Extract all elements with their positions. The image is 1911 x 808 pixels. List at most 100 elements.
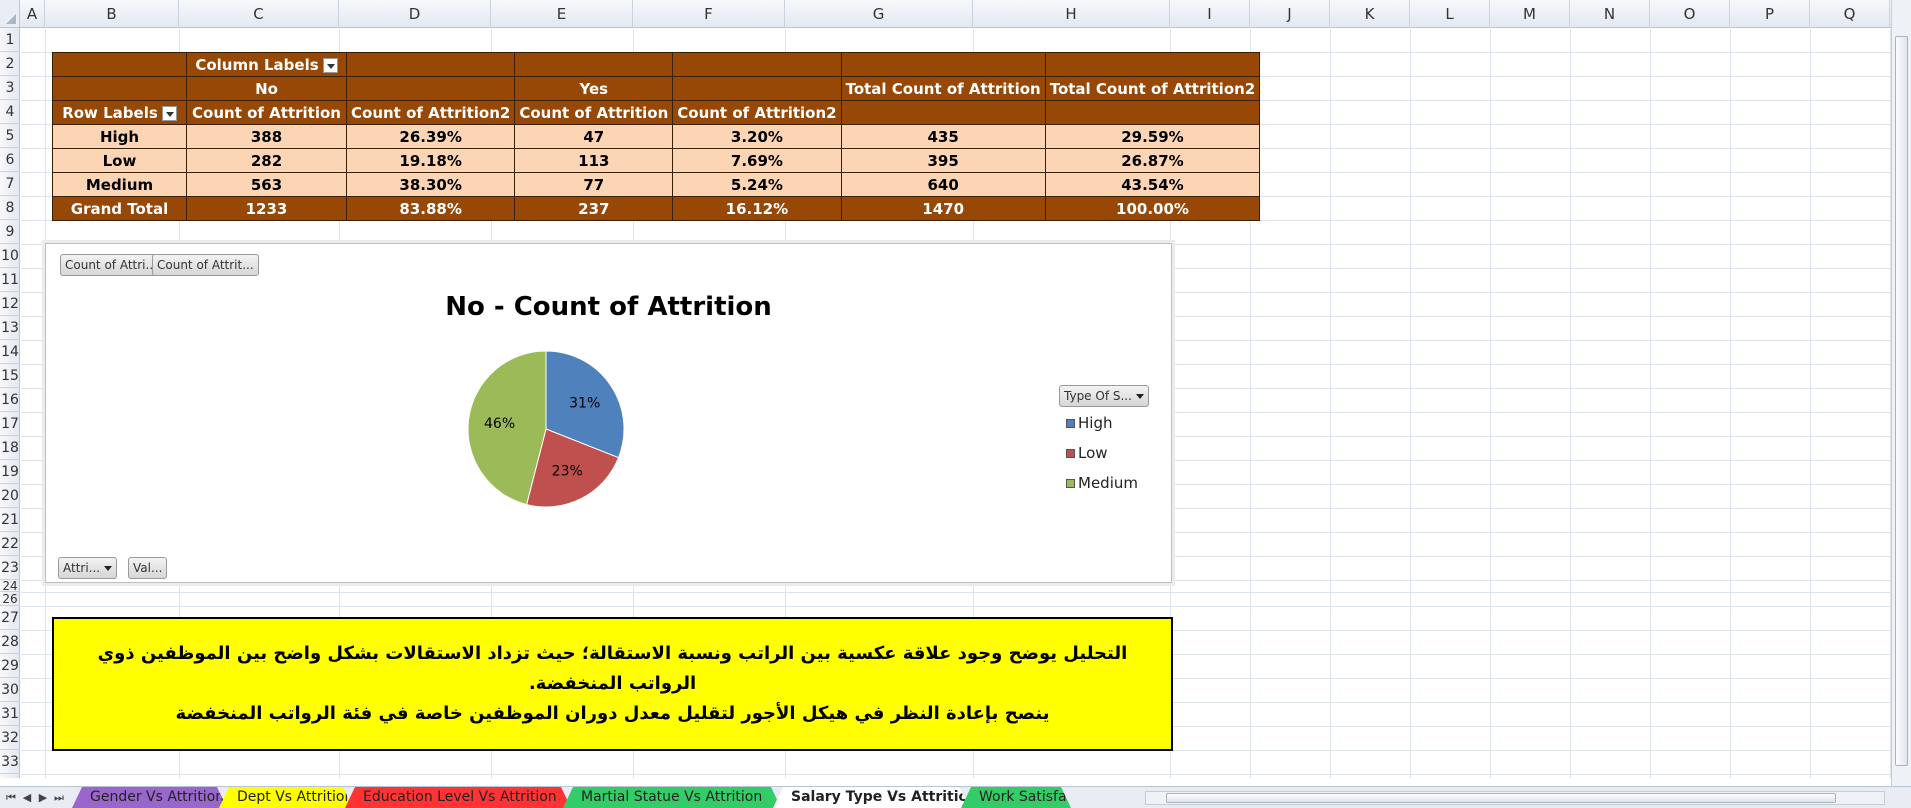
row-labels-header[interactable]: Row Labels	[52, 100, 187, 125]
total-count2-header[interactable]: Total Count of Attrition2	[1044, 76, 1261, 101]
row-header-22[interactable]: 22	[0, 532, 20, 556]
column-header-j[interactable]: J	[1250, 0, 1330, 28]
select-all-corner[interactable]	[0, 0, 20, 28]
column-header-k[interactable]: K	[1330, 0, 1410, 28]
cell-value[interactable]: 43.54%	[1044, 172, 1261, 197]
cell-value[interactable]: 113	[514, 148, 674, 173]
column-header-n[interactable]: N	[1570, 0, 1650, 28]
no-count2-header[interactable]: Count of Attrition2	[345, 100, 516, 125]
value-field-button-1[interactable]: Count of Attri...	[60, 254, 162, 276]
cell-value[interactable]: 1233	[186, 196, 347, 221]
cell-value[interactable]: 282	[186, 148, 347, 173]
row-header-7[interactable]: 7	[0, 172, 20, 196]
row-header-18[interactable]: 18	[0, 436, 20, 460]
grand-total-label[interactable]: Grand Total	[52, 196, 187, 221]
column-header-q[interactable]: Q	[1810, 0, 1890, 28]
row-header-17[interactable]: 17	[0, 412, 20, 436]
cell-value[interactable]: 38.30%	[345, 172, 516, 197]
row-header-15[interactable]: 15	[0, 364, 20, 388]
column-labels-filter-icon[interactable]	[322, 57, 338, 73]
sheet-tab[interactable]: Gender Vs Attrition	[72, 787, 227, 808]
column-header-e[interactable]: E	[491, 0, 633, 28]
cell-value[interactable]: 237	[514, 196, 674, 221]
pivot-grand-total-row[interactable]: Grand Total 1233 83.88% 237 16.12% 1470 …	[52, 196, 1261, 221]
sheet-tab[interactable]: Martial Statue Vs Attrition	[563, 787, 781, 808]
cell-value[interactable]: 7.69%	[672, 148, 842, 173]
no-group-header[interactable]: No	[186, 76, 347, 101]
row-header-24[interactable]: 24	[0, 580, 20, 592]
row-header-11[interactable]: 11	[0, 268, 20, 292]
cell-value[interactable]: 29.59%	[1044, 124, 1261, 149]
legend-item-low[interactable]: Low	[1066, 444, 1108, 462]
row-header-3[interactable]: 3	[0, 76, 20, 100]
row-header-29[interactable]: 29	[0, 654, 20, 678]
row-header-9[interactable]: 9	[0, 220, 20, 244]
cell-value[interactable]: 83.88%	[345, 196, 516, 221]
column-header-f[interactable]: F	[633, 0, 785, 28]
column-header-b[interactable]: B	[45, 0, 179, 28]
cell-value[interactable]: 77	[514, 172, 674, 197]
cell-value[interactable]: 26.39%	[345, 124, 516, 149]
row-label[interactable]: Low	[52, 148, 187, 173]
row-header-14[interactable]: 14	[0, 340, 20, 364]
cell-value[interactable]: 435	[840, 124, 1046, 149]
row-header-10[interactable]: 10	[0, 244, 20, 268]
column-header-g[interactable]: G	[785, 0, 973, 28]
row-labels-filter-icon[interactable]	[161, 105, 177, 121]
row-header-20[interactable]: 20	[0, 484, 20, 508]
cell-value[interactable]: 395	[840, 148, 1046, 173]
column-header-l[interactable]: L	[1410, 0, 1490, 28]
yes-group-header[interactable]: Yes	[514, 76, 674, 101]
vertical-scroll-thumb[interactable]	[1895, 36, 1908, 766]
legend-field-button[interactable]: Type Of S...	[1059, 385, 1149, 407]
cell-value[interactable]: 5.24%	[672, 172, 842, 197]
pie-slice-medium[interactable]	[467, 350, 547, 506]
analysis-note-box[interactable]: التحليل يوضح وجود علاقة عكسية بين الراتب…	[52, 617, 1173, 751]
sheet-tab[interactable]: Work Satisfac	[961, 787, 1071, 808]
cell-value[interactable]: 47	[514, 124, 674, 149]
cell-value[interactable]: 3.20%	[672, 124, 842, 149]
cell-value[interactable]: 1470	[840, 196, 1046, 221]
pivot-row-high[interactable]: High 388 26.39% 47 3.20% 435 29.59%	[52, 124, 1261, 149]
vertical-scrollbar[interactable]	[1891, 0, 1911, 786]
cell-value[interactable]: 388	[186, 124, 347, 149]
last-sheet-icon[interactable]: ⏭	[54, 791, 64, 804]
cell-value[interactable]: 16.12%	[672, 196, 842, 221]
row-header-31[interactable]: 31	[0, 702, 20, 726]
row-header-33[interactable]: 33	[0, 750, 20, 774]
column-header-d[interactable]: D	[339, 0, 491, 28]
row-header-13[interactable]: 13	[0, 316, 20, 340]
row-header-1[interactable]: 1	[0, 28, 20, 52]
value-field-button-2[interactable]: Count of Attrit...	[152, 254, 259, 276]
pivot-row-low[interactable]: Low 282 19.18% 113 7.69% 395 26.87%	[52, 148, 1261, 173]
axis-field-button-1[interactable]: Attri...	[58, 557, 118, 579]
column-header-m[interactable]: M	[1490, 0, 1570, 28]
row-header-16[interactable]: 16	[0, 388, 20, 412]
row-header-5[interactable]: 5	[0, 124, 20, 148]
pivot-row-medium[interactable]: Medium 563 38.30% 77 5.24% 640 43.54%	[52, 172, 1261, 197]
cell-value[interactable]: 19.18%	[345, 148, 516, 173]
column-header-c[interactable]: C	[179, 0, 339, 28]
row-header-12[interactable]: 12	[0, 292, 20, 316]
cell-value[interactable]: 563	[186, 172, 347, 197]
axis-field-button-2[interactable]: Val...	[128, 557, 168, 579]
row-header-2[interactable]: 2	[0, 52, 20, 76]
horizontal-scrollbar[interactable]	[1145, 791, 1885, 805]
column-labels-header[interactable]: Column Labels	[186, 52, 347, 77]
row-header-6[interactable]: 6	[0, 148, 20, 172]
sheet-tab[interactable]: Dept Vs Attrition	[219, 787, 353, 808]
prev-sheet-icon[interactable]: ◀	[22, 791, 32, 804]
yes-count2-header[interactable]: Count of Attrition2	[672, 100, 842, 125]
column-header-i[interactable]: I	[1170, 0, 1250, 28]
sheet-tab[interactable]: Education Level Vs Attrition	[345, 787, 571, 808]
row-header-27[interactable]: 27	[0, 606, 20, 630]
row-header-8[interactable]: 8	[0, 196, 20, 220]
legend-item-high[interactable]: High	[1066, 414, 1112, 432]
pivot-chart[interactable]: Count of Attri... Count of Attrit... No …	[45, 243, 1172, 583]
row-header-4[interactable]: 4	[0, 100, 20, 124]
column-header-h[interactable]: H	[973, 0, 1170, 28]
pivot-table[interactable]: Column Labels No Yes Total Count of Attr…	[52, 52, 1261, 221]
next-sheet-icon[interactable]: ▶	[38, 791, 48, 804]
cell-value[interactable]: 26.87%	[1044, 148, 1261, 173]
legend-item-medium[interactable]: Medium	[1066, 474, 1138, 492]
